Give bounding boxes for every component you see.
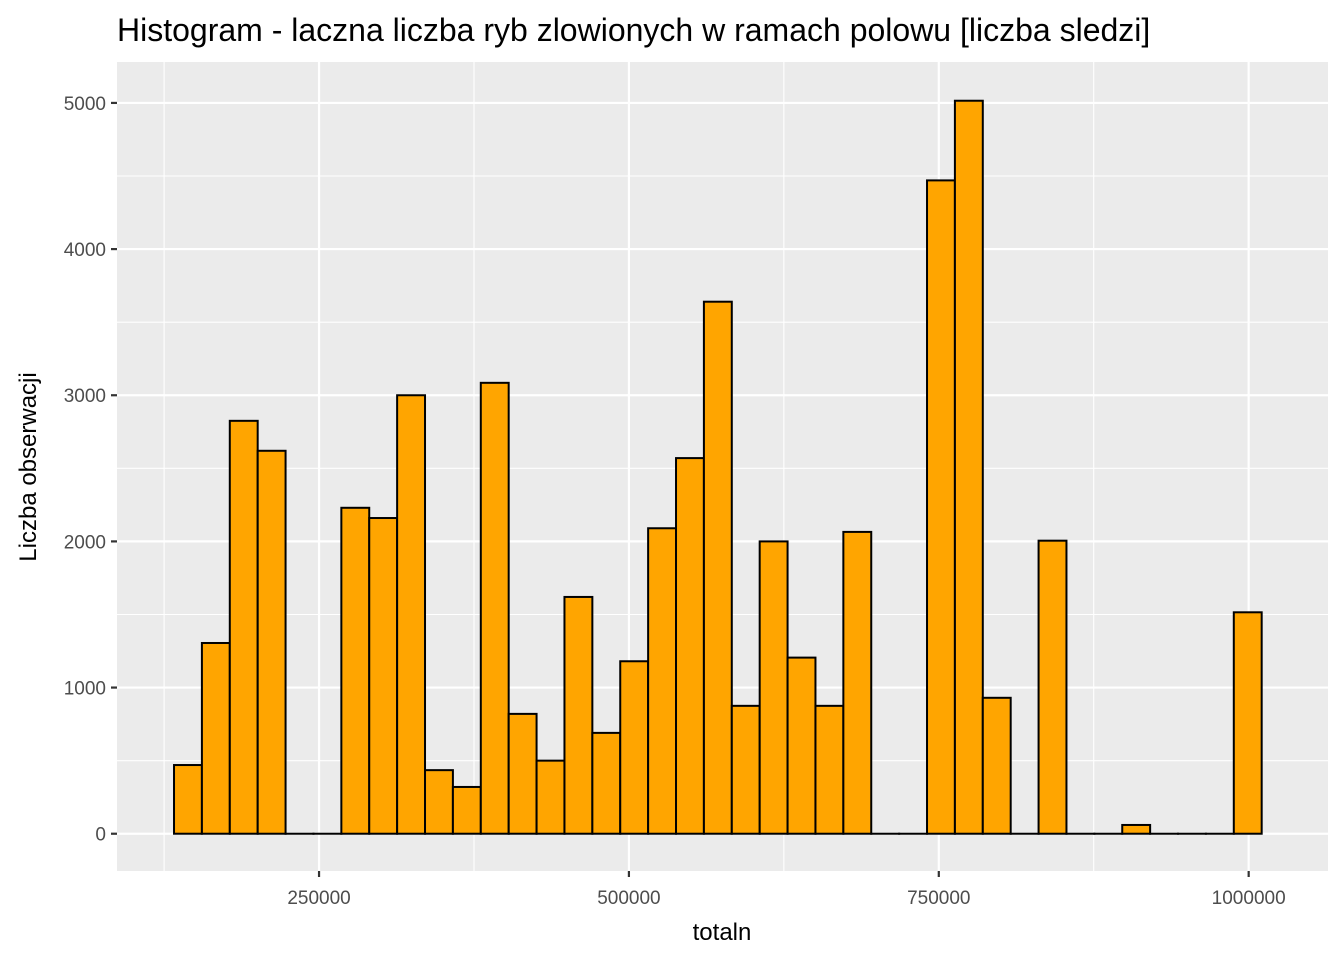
chart-title: Histogram - laczna liczba ryb zlowionych… — [117, 12, 1150, 48]
y-tick-label: 4000 — [64, 240, 106, 261]
histogram-bar — [535, 759, 566, 835]
y-axis-title: Liczba obserwacji — [15, 372, 42, 561]
y-tick-label: 1000 — [64, 679, 106, 700]
y-tick-label: 2000 — [64, 532, 106, 553]
histogram-bars — [173, 99, 1263, 835]
histogram-bar — [953, 99, 984, 835]
histogram-bar — [786, 656, 817, 835]
x-axis-title: totaln — [693, 919, 752, 946]
histogram-bar — [842, 530, 873, 835]
y-tick-label: 0 — [95, 825, 106, 846]
histogram-bar — [424, 769, 454, 835]
histogram-bar — [256, 449, 287, 835]
x-tick-label: 500000 — [597, 888, 660, 909]
y-tick-label: 5000 — [64, 94, 106, 115]
y-tick-label: 3000 — [64, 386, 106, 407]
histogram-bar — [479, 381, 510, 835]
histogram-bar — [451, 785, 482, 835]
histogram-bar — [173, 764, 203, 835]
histogram-bar — [730, 704, 761, 835]
histogram-bar — [228, 419, 259, 835]
histogram-bar — [1232, 611, 1263, 835]
histogram-bar — [200, 641, 231, 835]
histogram-bar — [368, 517, 399, 835]
histogram-bar — [591, 731, 622, 835]
histogram-bar — [396, 394, 427, 835]
histogram-bar — [926, 179, 956, 835]
histogram-bar — [1121, 823, 1152, 835]
x-tick-label: 750000 — [907, 888, 970, 909]
histogram-bar — [340, 506, 371, 835]
x-tick-label: 250000 — [287, 888, 350, 909]
y-axis-ticks: 0 1000 2000 3000 4000 5000 — [64, 94, 117, 846]
histogram-bar — [647, 527, 678, 835]
histogram-bar — [619, 660, 650, 835]
histogram-bar — [563, 595, 594, 835]
x-tick-label: 1000000 — [1212, 888, 1286, 909]
histogram-bar — [675, 457, 705, 835]
histogram-bar — [507, 712, 538, 835]
x-axis-ticks: 250000 500000 750000 1000000 — [287, 871, 1286, 909]
histogram-bar — [702, 300, 733, 835]
histogram-bar — [758, 540, 789, 835]
histogram-bar — [814, 704, 845, 835]
histogram-bar — [1037, 539, 1068, 835]
histogram-bar — [981, 696, 1012, 835]
